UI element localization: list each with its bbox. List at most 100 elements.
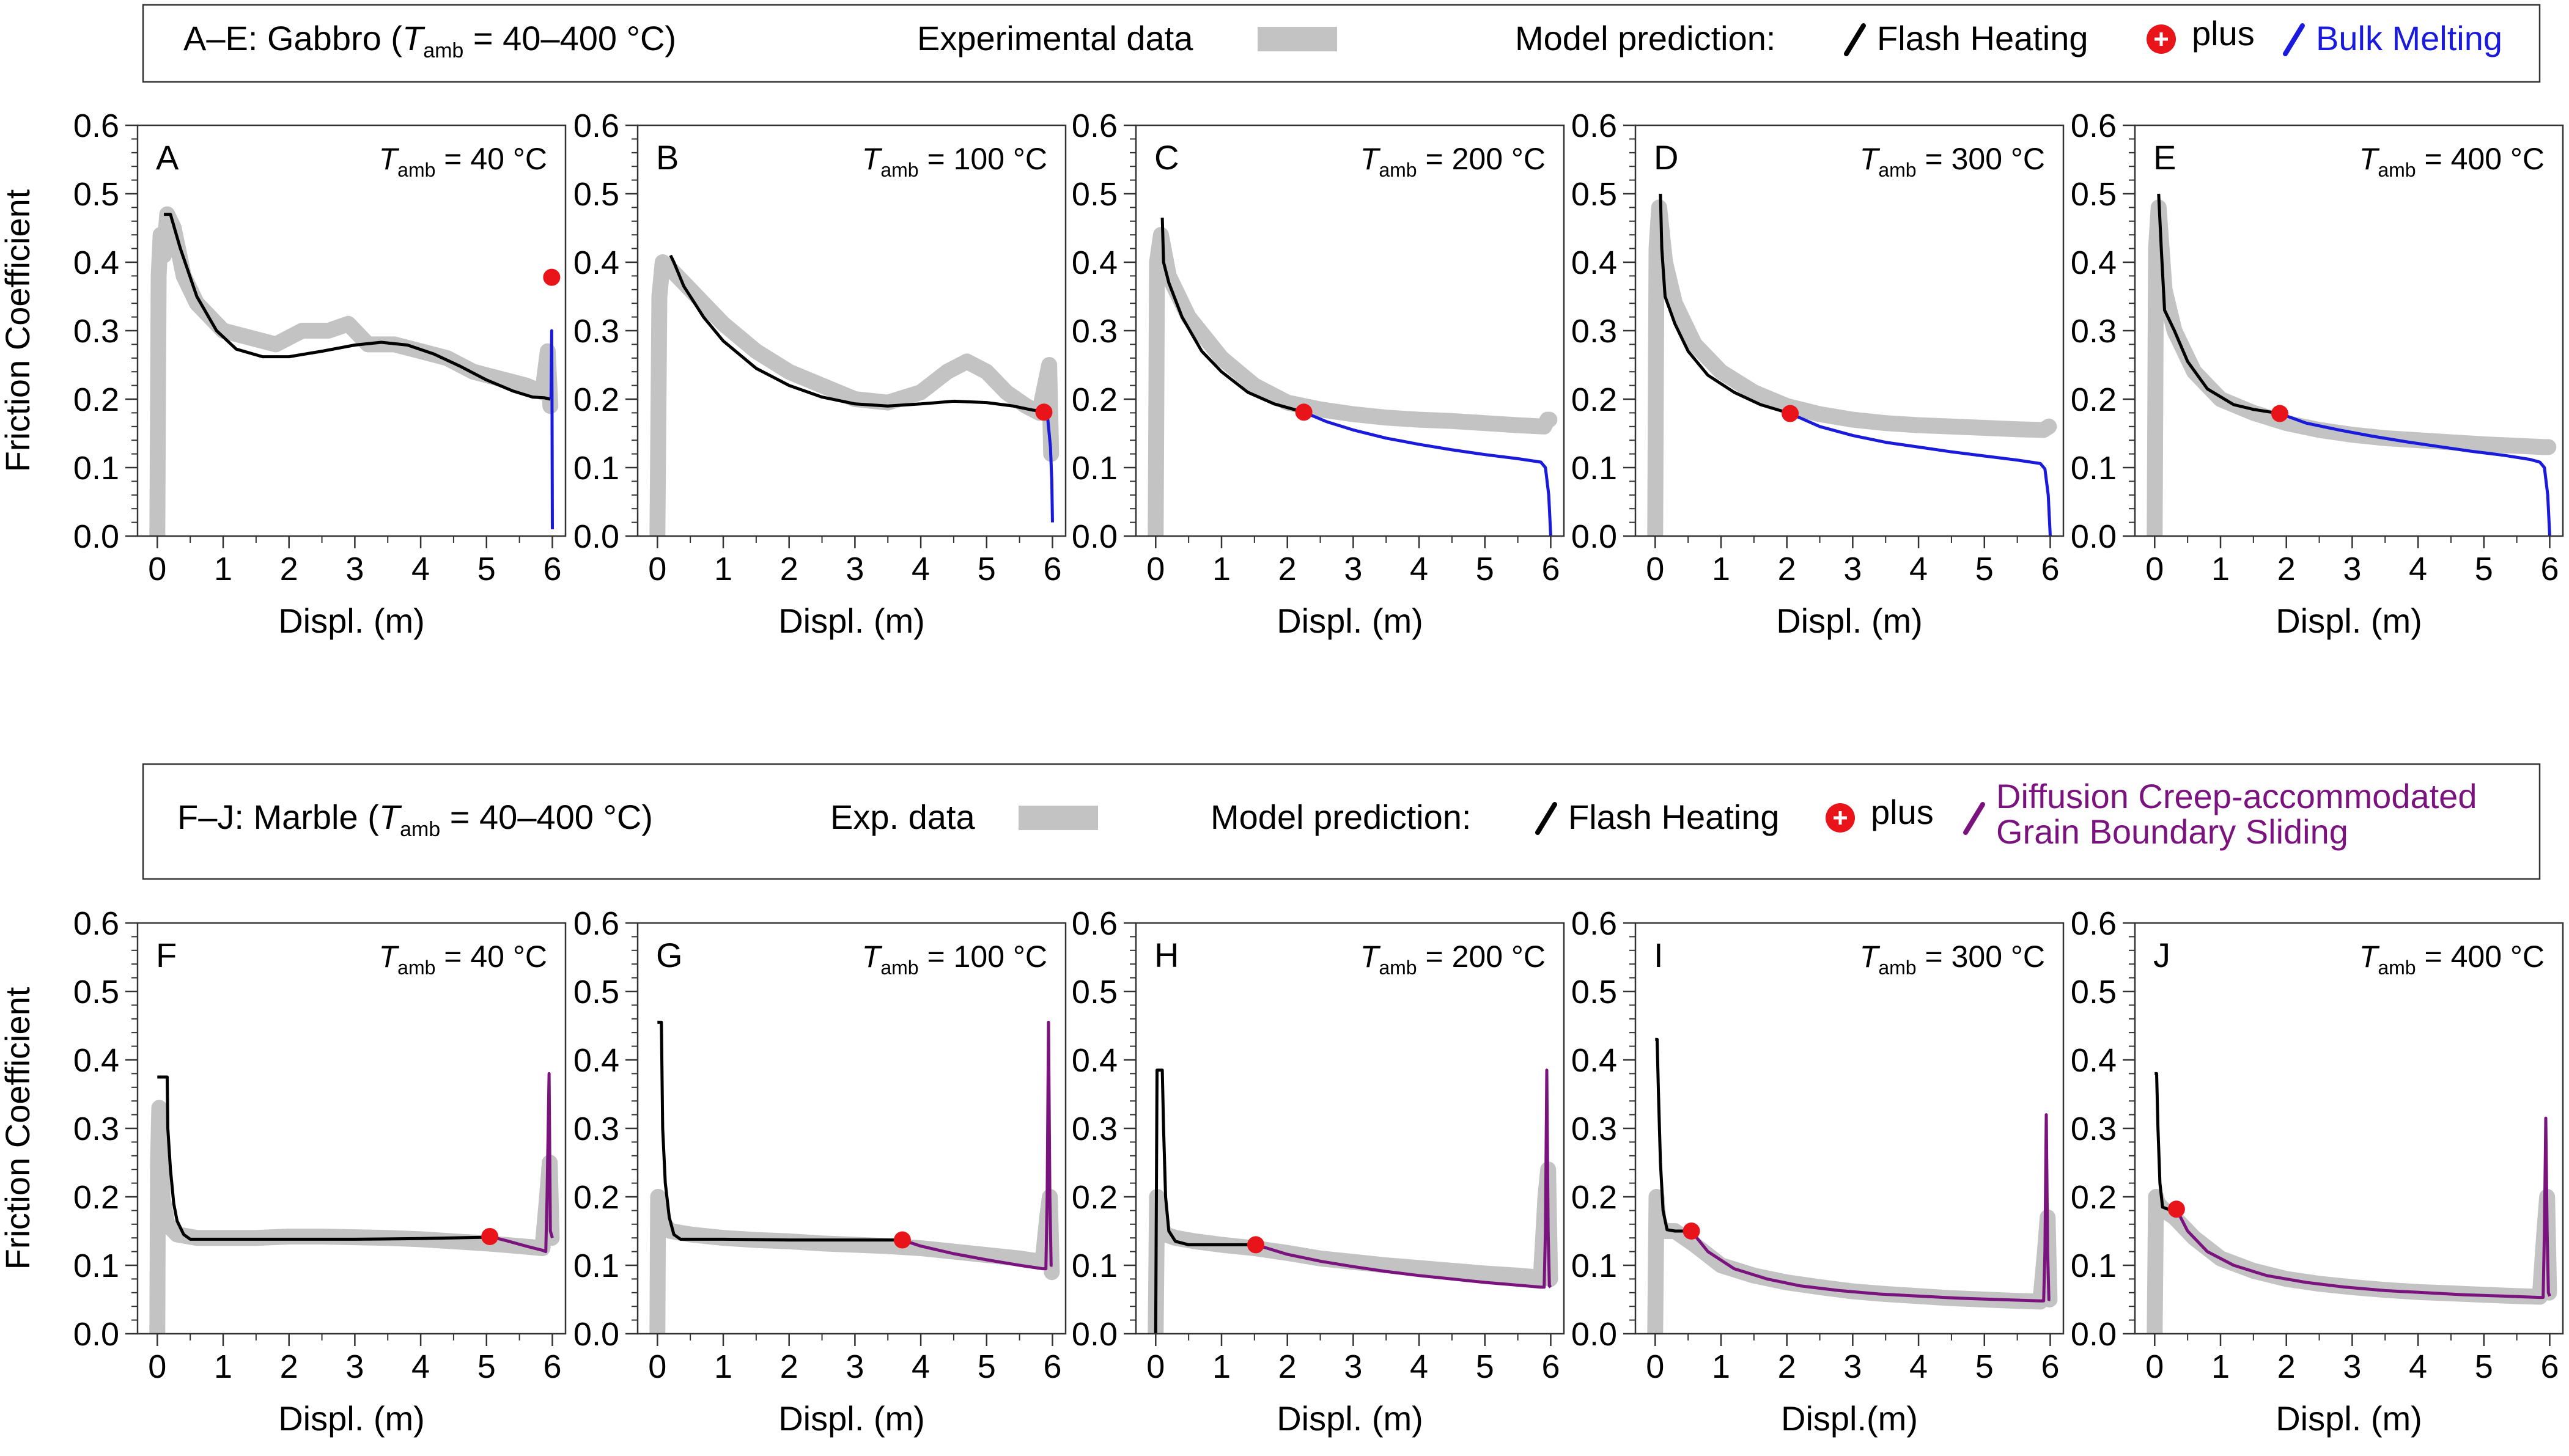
y-tick-label: 0.1 bbox=[1072, 450, 1118, 487]
y-tick-label: 0.5 bbox=[1571, 974, 1617, 1010]
y-tick-label: 0.3 bbox=[73, 313, 119, 350]
y-tick-label: 0.4 bbox=[1072, 245, 1118, 281]
temperature-label: Tamb = 200 °C bbox=[1360, 939, 1546, 979]
panel-label: F bbox=[156, 936, 177, 974]
panel-label: G bbox=[656, 936, 683, 974]
y-tick-label: 0.6 bbox=[1072, 108, 1118, 144]
x-tick-label: 2 bbox=[1778, 551, 1796, 587]
panel-label: A bbox=[156, 138, 179, 177]
legend-exp-label: Experimental data bbox=[917, 19, 1193, 57]
x-tick-label: 4 bbox=[1909, 1348, 1928, 1385]
y-tick-label: 0.1 bbox=[2071, 1248, 2117, 1284]
y-tick-label: 0.6 bbox=[573, 108, 619, 144]
transition-marker bbox=[481, 1227, 499, 1245]
x-tick-label: 1 bbox=[1712, 1348, 1730, 1385]
x-tick-label: 2 bbox=[1778, 1348, 1796, 1385]
y-tick-label: 0.3 bbox=[1571, 1111, 1617, 1147]
transition-marker bbox=[1247, 1236, 1264, 1254]
x-axis-label: Displ.(m) bbox=[1781, 1399, 1918, 1438]
x-tick-label: 6 bbox=[543, 1348, 561, 1385]
y-tick-label: 0.3 bbox=[1072, 1111, 1118, 1147]
flash-heating-line bbox=[1160, 218, 1305, 414]
legend-model-label: Model prediction: bbox=[1211, 798, 1471, 836]
y-tick-label: 0.4 bbox=[73, 1042, 119, 1079]
x-tick-label: 4 bbox=[912, 1348, 930, 1385]
panel-label: I bbox=[1654, 936, 1664, 974]
y-tick-label: 0.1 bbox=[573, 450, 619, 487]
x-tick-label: 6 bbox=[1043, 551, 1061, 587]
x-axis-label: Displ. (m) bbox=[2276, 1399, 2422, 1438]
legend-title: F–J: Marble (Tamb = 40–400 °C) bbox=[177, 798, 653, 841]
y-tick-label: 0.0 bbox=[2071, 1316, 2117, 1353]
experimental-data-line bbox=[1148, 1161, 1558, 1334]
temperature-label: Tamb = 100 °C bbox=[862, 142, 1047, 181]
y-tick-label: 0.4 bbox=[1072, 1042, 1118, 1079]
temperature-label: Tamb = 400 °C bbox=[2359, 939, 2545, 979]
legend-exp-label: Exp. data bbox=[830, 798, 975, 836]
y-tick-label: 0.3 bbox=[573, 1111, 619, 1147]
y-tick-label: 0.0 bbox=[1072, 518, 1118, 555]
transition-marker bbox=[1683, 1223, 1700, 1240]
x-tick-label: 4 bbox=[1909, 551, 1928, 587]
x-tick-label: 4 bbox=[912, 551, 930, 587]
flash-heating-line bbox=[2157, 193, 2280, 415]
y-tick-label: 0.1 bbox=[573, 1248, 619, 1284]
x-tick-label: 0 bbox=[648, 1348, 666, 1385]
x-tick-label: 2 bbox=[2277, 1348, 2296, 1385]
x-tick-label: 6 bbox=[2540, 1348, 2559, 1385]
x-tick-label: 1 bbox=[1212, 1348, 1231, 1385]
x-tick-label: 2 bbox=[1278, 551, 1297, 587]
y-tick-label: 0.3 bbox=[2071, 1111, 2117, 1147]
panel-a: 0 1 2 3 4 5 6 0.0 0.1 0.2 0.3 0.4 0.5 0.6 A Tamb = 40 °… bbox=[0, 108, 567, 640]
x-tick-label: 3 bbox=[345, 551, 364, 587]
x-tick-label: 1 bbox=[2211, 551, 2230, 587]
y-tick-label: 0.4 bbox=[2071, 245, 2117, 281]
flash-heating-line bbox=[669, 254, 1044, 413]
y-tick-label: 0.4 bbox=[573, 245, 619, 281]
y-tick-label: 0.2 bbox=[573, 1179, 619, 1216]
bulk-melting-line bbox=[1303, 410, 1552, 536]
x-tick-label: 0 bbox=[148, 551, 166, 587]
x-axis-label: Displ. (m) bbox=[2276, 601, 2422, 640]
y-tick-label: 0.0 bbox=[73, 518, 119, 555]
diffusion-creep-line bbox=[1690, 1113, 2051, 1303]
x-tick-label: 1 bbox=[714, 551, 732, 587]
y-tick-label: 0.1 bbox=[73, 1248, 119, 1284]
transition-marker bbox=[1295, 403, 1313, 421]
x-tick-label: 4 bbox=[2409, 551, 2427, 587]
diffusion-creep-line bbox=[1255, 1068, 1552, 1289]
x-tick-label: 0 bbox=[648, 551, 666, 587]
experimental-data-line bbox=[649, 254, 1060, 536]
temperature-label: Tamb = 300 °C bbox=[1860, 939, 2045, 979]
temperature-label: Tamb = 400 °C bbox=[2359, 142, 2545, 181]
panel-f: 0 1 2 3 4 5 6 0.0 0.1 0.2 0.3 0.4 0.5 0.6 F Tamb = 40 °… bbox=[0, 905, 567, 1438]
panel-j: 0 1 2 3 4 5 6 0.0 0.1 0.2 0.3 0.4 0.5 0.6 J Tamb = 400 … bbox=[2071, 905, 2564, 1438]
y-tick-label: 0.4 bbox=[1571, 245, 1617, 281]
temperature-label: Tamb = 40 °C bbox=[379, 142, 547, 181]
y-tick-label: 0.0 bbox=[573, 1316, 619, 1353]
plot-area bbox=[1647, 1037, 2058, 1334]
panel-h: 0 1 2 3 4 5 6 0.0 0.1 0.2 0.3 0.4 0.5 0.6 H Tamb = 200 … bbox=[1072, 905, 1565, 1438]
panel-g: 0 1 2 3 4 5 6 0.0 0.1 0.2 0.3 0.4 0.5 0.6 G Tamb = 100 … bbox=[573, 905, 1067, 1438]
experimental-data-line bbox=[1647, 199, 2057, 536]
x-tick-label: 6 bbox=[1043, 1348, 1061, 1385]
flash-heating-line bbox=[1154, 1068, 1255, 1334]
legend-second-label: Diffusion Creep-accommodated bbox=[1996, 777, 2477, 815]
y-tick-label: 0.2 bbox=[1072, 1179, 1118, 1216]
x-tick-label: 0 bbox=[148, 1348, 166, 1385]
flash-heating-line bbox=[1655, 1037, 1689, 1233]
x-axis-label: Displ. (m) bbox=[1277, 1399, 1423, 1438]
x-tick-label: 4 bbox=[411, 551, 430, 587]
x-tick-label: 0 bbox=[2145, 551, 2164, 587]
legend-second-label: Grain Boundary Sliding bbox=[1996, 812, 2348, 851]
y-tick-label: 0.4 bbox=[73, 245, 119, 281]
panel-c: 0 1 2 3 4 5 6 0.0 0.1 0.2 0.3 0.4 0.5 0.6 C Tamb = 200 … bbox=[1072, 108, 1565, 640]
y-tick-label: 0.3 bbox=[1571, 313, 1617, 350]
legend-box bbox=[142, 4, 2541, 83]
panel-label: B bbox=[656, 138, 679, 177]
x-tick-label: 5 bbox=[978, 1348, 996, 1385]
legend-flash-label: Flash Heating bbox=[1877, 19, 2088, 57]
legend-plus-label: plus bbox=[2192, 14, 2255, 53]
y-tick-label: 0.1 bbox=[1072, 1248, 1118, 1284]
